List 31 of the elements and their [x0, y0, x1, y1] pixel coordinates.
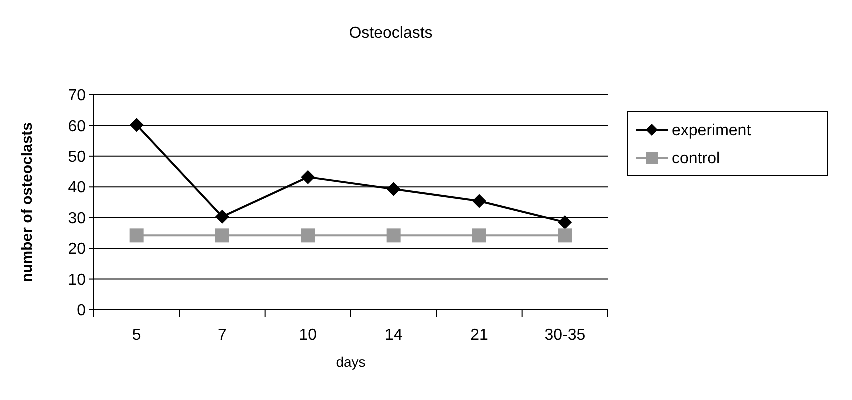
y-axis-title: number of osteoclasts	[19, 122, 36, 283]
y-tick-label: 30	[68, 210, 86, 228]
x-tick-label: 10	[299, 327, 318, 344]
point	[558, 215, 572, 230]
point	[386, 228, 401, 243]
point	[130, 228, 144, 243]
point	[472, 194, 486, 208]
y-tick-label: 10	[68, 272, 86, 289]
point	[472, 228, 486, 243]
x-tick-label: 5	[132, 327, 142, 344]
point	[301, 170, 316, 184]
x-tick-label: 14	[384, 327, 403, 344]
y-tick-label: 60	[68, 118, 86, 136]
point	[216, 228, 230, 243]
legend-label: control	[672, 150, 720, 168]
x-tick-label: 21	[470, 327, 488, 344]
point	[130, 118, 144, 132]
y-tick-label: 50	[68, 149, 86, 166]
x-axis-title: days	[336, 354, 366, 370]
chart-title: Osteoclasts	[349, 25, 433, 42]
y-tick-label: 20	[68, 241, 86, 258]
y-tick-label: 0	[77, 302, 86, 320]
x-tick-label: 30-35	[544, 327, 586, 344]
legend-label: experiment	[672, 122, 752, 140]
point	[558, 228, 572, 243]
y-tick-label: 70	[68, 88, 86, 105]
point	[386, 182, 401, 196]
y-tick-label: 40	[68, 180, 86, 197]
point	[301, 228, 316, 243]
point	[216, 210, 230, 224]
x-tick-label: 7	[218, 327, 228, 344]
